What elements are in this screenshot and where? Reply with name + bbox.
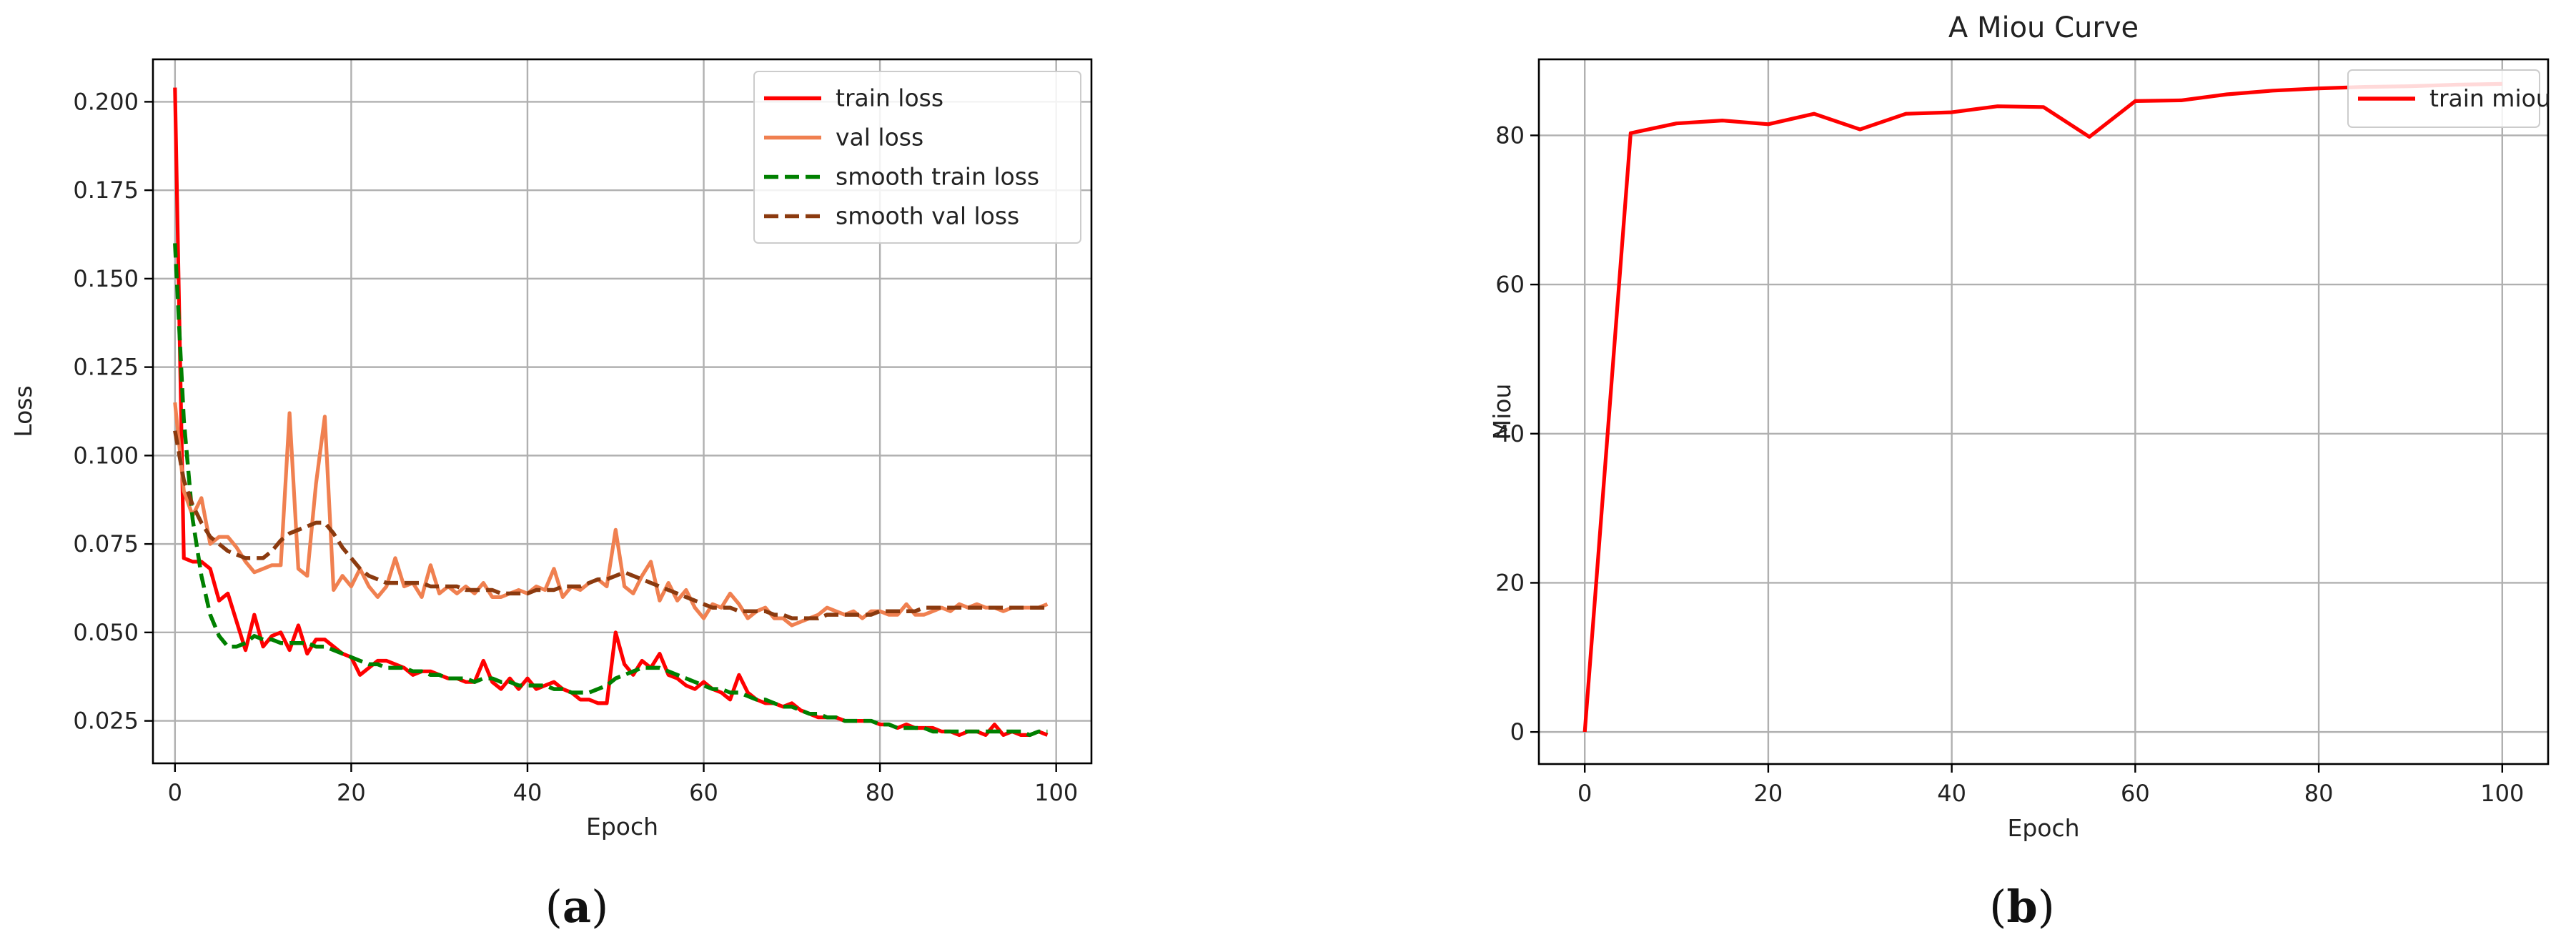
legend-label: val loss xyxy=(836,124,923,152)
legend-label: train miou xyxy=(2429,84,2551,112)
y-tick-label: 0.075 xyxy=(73,530,139,557)
x-tick-label: 40 xyxy=(1937,780,1966,807)
caption-paren-close: ) xyxy=(591,881,608,933)
series-line-train-miou xyxy=(1582,81,2502,733)
series-line-val-loss xyxy=(173,402,1049,628)
x-tick-label: 20 xyxy=(337,779,366,806)
legend-label: smooth val loss xyxy=(836,202,1019,230)
chart-title: A Miou Curve xyxy=(1948,11,2139,44)
subfigure-caption: (a) xyxy=(545,881,609,933)
y-tick-label: 0 xyxy=(1510,718,1525,745)
caption-letter: b xyxy=(2006,881,2037,933)
legend-box xyxy=(753,71,1081,244)
chart-b: 0 20 40 60 80 100 0 20 40 60 80 Epoch Miou A Miou Cur… xyxy=(1488,11,2551,933)
chart-a: 0 20 40 60 80 100 0.025 0.050 0.075 0.100 0.125 0.1… xyxy=(9,58,1093,933)
series-line-train-loss xyxy=(173,87,1049,738)
y-tick-label: 0.200 xyxy=(73,88,139,115)
x-axis-label: Epoch xyxy=(586,813,658,841)
y-tick-label: 80 xyxy=(1495,122,1525,149)
caption-paren-close: ) xyxy=(2038,881,2055,933)
y-tick-label: 0.050 xyxy=(73,619,139,646)
x-tick-label: 0 xyxy=(1577,780,1592,807)
x-tick-label: 0 xyxy=(168,779,182,806)
x-tick-label: 40 xyxy=(513,779,543,806)
caption-letter: a xyxy=(563,881,591,933)
y-tick-label: 0.125 xyxy=(73,354,139,381)
y-tick-label: 40 xyxy=(1495,420,1525,447)
y-axis-label: Loss xyxy=(9,385,37,437)
x-tick-label: 60 xyxy=(689,779,718,806)
y-tick-label: 0.025 xyxy=(73,708,139,735)
legend-label: train loss xyxy=(836,84,943,112)
y-axis-label: Miou xyxy=(1488,384,1516,440)
y-tick-label: 0.150 xyxy=(73,265,139,292)
axes-frame xyxy=(1537,58,2550,765)
x-tick-label: 80 xyxy=(2304,780,2334,807)
legend-box xyxy=(2347,69,2540,128)
x-tick-label: 80 xyxy=(866,779,895,806)
y-tick-label: 20 xyxy=(1495,569,1525,596)
series-line-smooth-train-loss xyxy=(173,243,1048,738)
y-tick-label: 0.175 xyxy=(73,177,139,204)
caption-paren-open: ( xyxy=(1989,881,2006,933)
x-axis-label: Epoch xyxy=(2007,814,2079,842)
subfigure-caption: (b) xyxy=(1989,881,2055,933)
x-tick-label: 60 xyxy=(2121,780,2150,807)
legend: train loss val loss smooth train loss smoot… xyxy=(753,71,1081,244)
series-line-smooth-val-loss xyxy=(173,430,1048,620)
y-tick-label: 60 xyxy=(1495,271,1525,298)
axes-frame xyxy=(152,58,1093,765)
caption-paren-open: ( xyxy=(545,881,563,933)
x-tick-label: 100 xyxy=(1034,779,1078,806)
legend-label: smooth train loss xyxy=(836,163,1039,191)
x-tick-label: 100 xyxy=(2480,780,2524,807)
x-tick-label: 20 xyxy=(1754,780,1783,807)
legend: train miou xyxy=(2347,69,2551,128)
y-tick-label: 0.100 xyxy=(73,442,139,469)
